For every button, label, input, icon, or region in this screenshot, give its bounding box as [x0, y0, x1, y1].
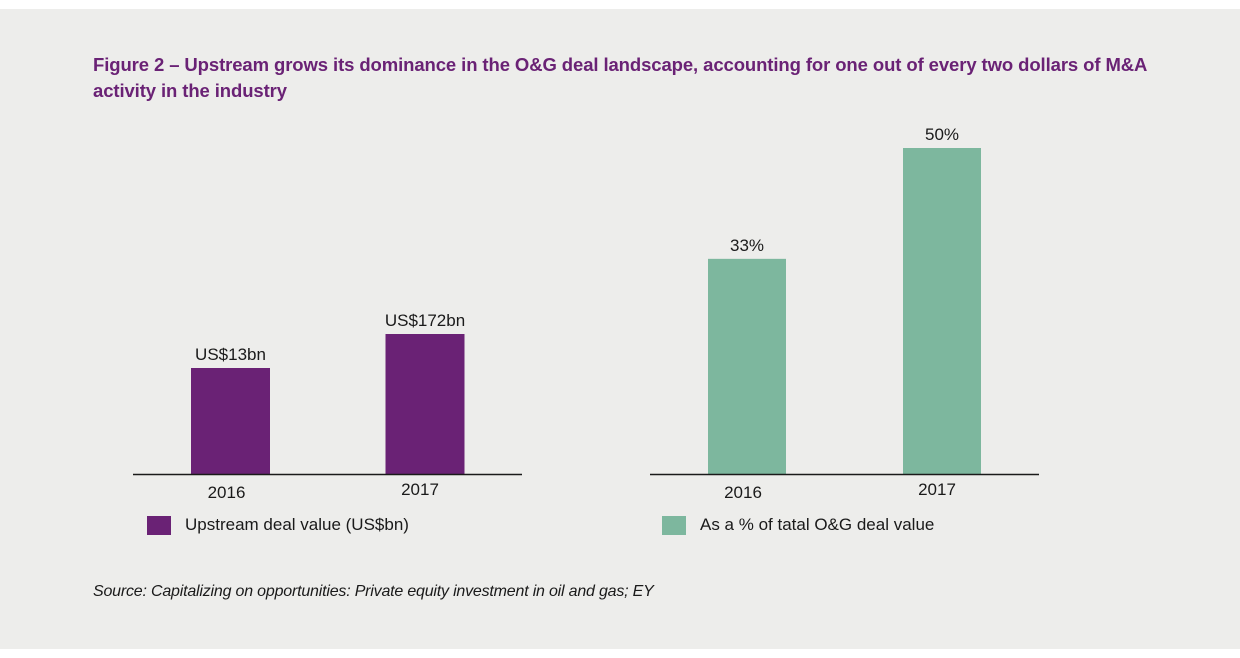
- share-value-label-2016: 33%: [730, 236, 764, 255]
- upstream-tick-label-2017: 2017: [401, 480, 439, 499]
- legend-label-upstream: Upstream deal value (US$bn): [185, 515, 409, 534]
- figure-title: Figure 2 – Upstream grows its dominance …: [93, 54, 1147, 101]
- share-bar-2017: [903, 148, 981, 474]
- upstream-value-label-2017: US$172bn: [385, 311, 465, 330]
- upstream-deal-value-chart: US$13bn 2016 US$172bn 2017: [133, 311, 522, 502]
- upstream-tick-label-2016: 2016: [208, 483, 246, 502]
- upstream-value-label-2016: US$13bn: [195, 345, 266, 364]
- share-of-deal-value-chart: 33% 2016 50% 2017: [650, 125, 1039, 502]
- source-note: Source: Capitalizing on opportunities: P…: [93, 583, 654, 600]
- share-tick-label-2017: 2017: [918, 480, 956, 499]
- upstream-bar-2017: [385, 334, 465, 474]
- share-value-label-2017: 50%: [925, 125, 959, 144]
- legend-swatch-upstream: [147, 515, 171, 535]
- share-tick-label-2016: 2016: [724, 483, 762, 502]
- legend-upstream: Upstream deal value (US$bn): [147, 515, 409, 535]
- legend-swatch-share: [662, 515, 686, 535]
- figure-panel: [0, 9, 1240, 649]
- legend-share: As a % of tatal O&G deal value: [662, 515, 934, 535]
- upstream-bar-2016: [191, 368, 270, 474]
- share-bar-2016: [708, 258, 786, 474]
- legend-label-share: As a % of tatal O&G deal value: [700, 515, 935, 534]
